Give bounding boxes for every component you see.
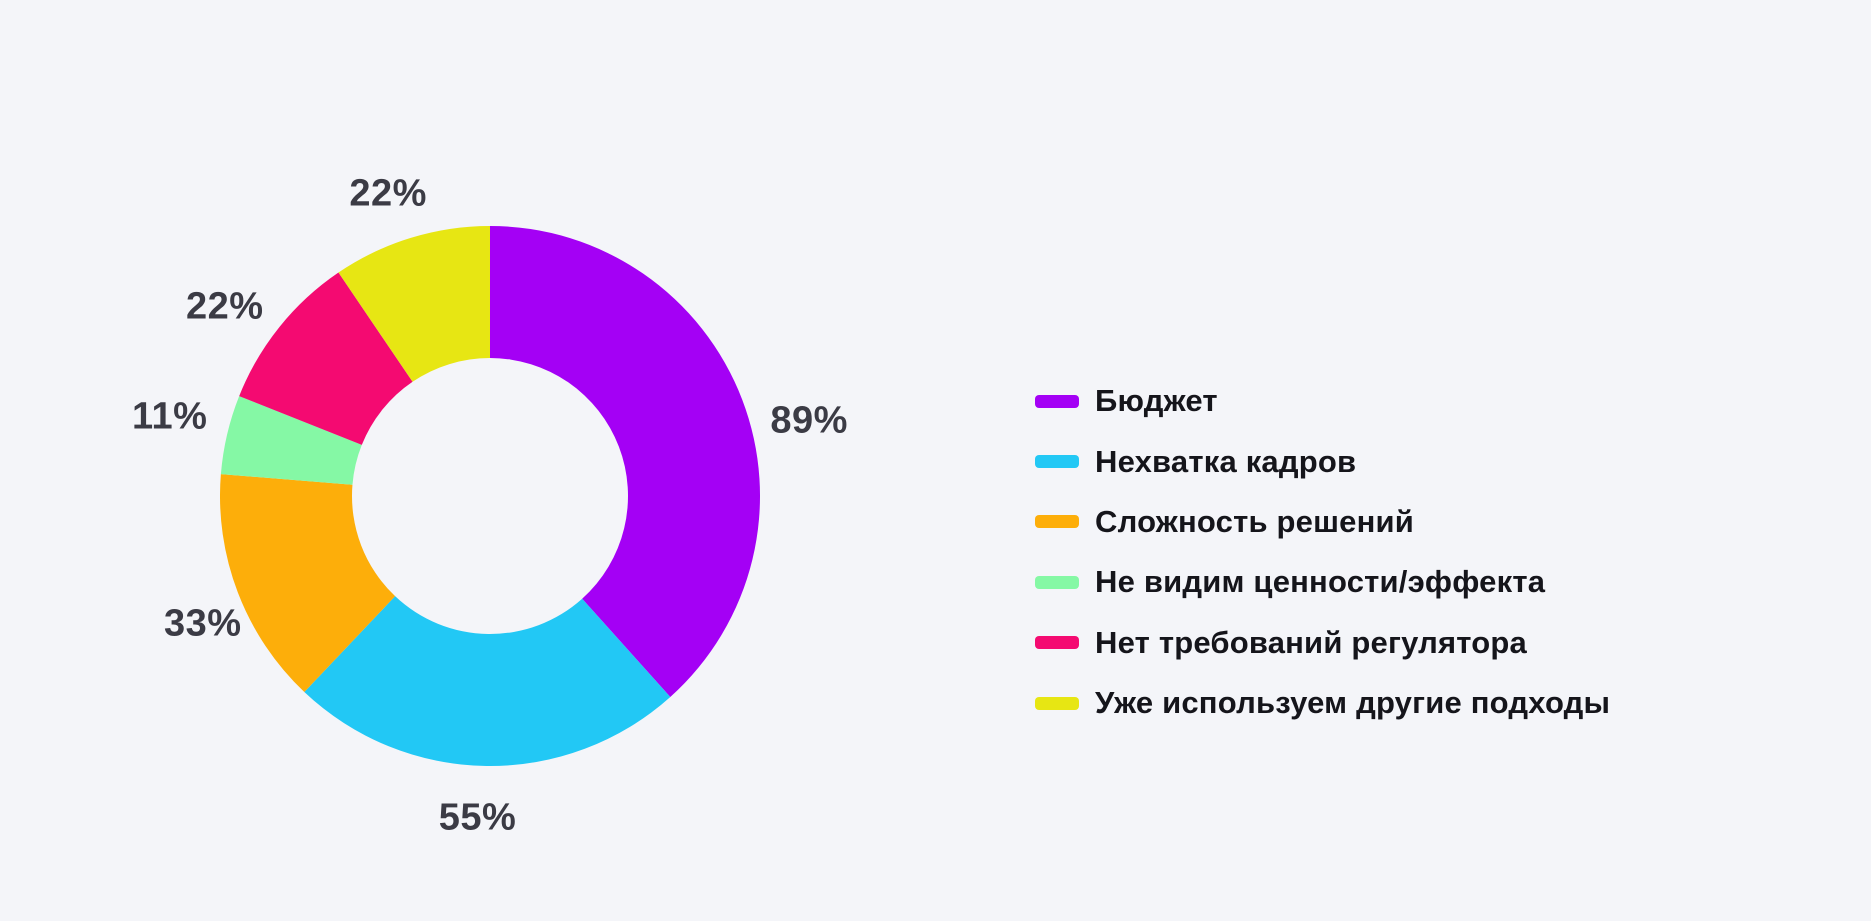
legend-item[interactable]: Уже используем другие подходы <box>1035 673 1610 733</box>
slice-value-label: 55% <box>438 796 517 839</box>
pie-slice[interactable] <box>338 226 490 382</box>
legend-item[interactable]: Нехватка кадров <box>1035 431 1610 491</box>
legend-item-label: Не видим ценности/эффекта <box>1095 564 1546 600</box>
slice-value-label: 22% <box>349 172 427 215</box>
legend-item-label: Уже используем другие подходы <box>1095 685 1611 721</box>
legend-swatch <box>1035 636 1079 650</box>
legend-item[interactable]: Нет требований регулятора <box>1035 613 1610 673</box>
legend-item[interactable]: Сложность решений <box>1035 492 1610 552</box>
legend-item-label: Нехватка кадров <box>1095 443 1357 479</box>
legend-swatch <box>1035 455 1079 469</box>
pie-slice[interactable] <box>304 596 671 766</box>
pie-slice[interactable] <box>220 474 396 693</box>
legend-item[interactable]: Не видим ценности/эффекта <box>1035 552 1610 612</box>
slice-value-label: 22% <box>186 285 264 328</box>
legend-item[interactable]: Бюджет <box>1035 371 1610 431</box>
legend-swatch <box>1035 696 1079 710</box>
slice-value-label: 89% <box>770 399 848 442</box>
legend-swatch <box>1035 515 1079 529</box>
slice-value-label: 11% <box>131 395 208 438</box>
slice-value-label: 33% <box>164 602 242 645</box>
legend-swatch <box>1035 575 1079 589</box>
legend-swatch <box>1035 394 1079 408</box>
legend-item-label: Бюджет <box>1095 383 1218 419</box>
legend: Бюджет Нехватка кадров Сложность решений Не… <box>1035 371 1610 733</box>
legend-item-label: Сложность решений <box>1095 503 1415 539</box>
donut-chart <box>220 226 760 766</box>
legend-item-label: Нет требований регулятора <box>1095 624 1527 660</box>
pie-slice[interactable] <box>239 272 413 445</box>
pie-slice[interactable] <box>490 226 760 697</box>
pie-slice[interactable] <box>220 396 362 485</box>
